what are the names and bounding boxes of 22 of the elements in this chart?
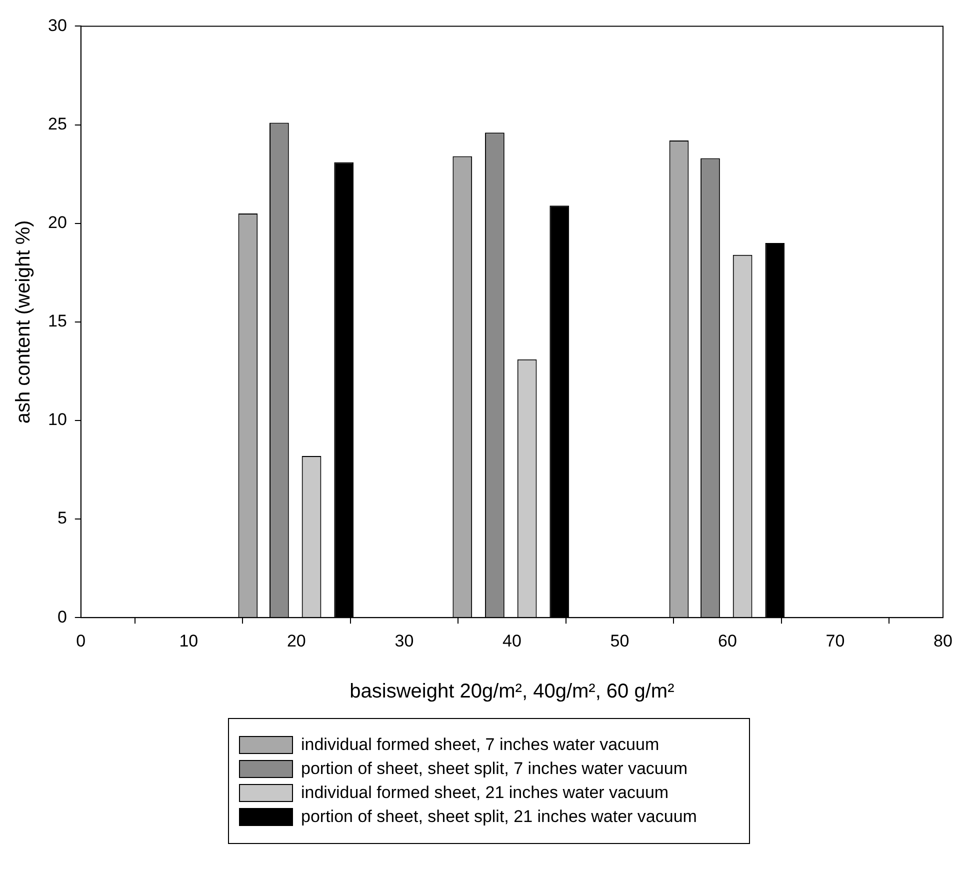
x-tick-label: 70 xyxy=(826,631,845,650)
x-tick-label: 0 xyxy=(76,631,86,650)
y-axis-title: ash content (weight %) xyxy=(12,220,35,424)
y-tick-label: 10 xyxy=(48,410,67,430)
y-tick-label: 15 xyxy=(48,312,67,331)
legend-label: portion of sheet, sheet split, 21 inches water vacuum xyxy=(301,807,697,827)
y-tick-label: 5 xyxy=(57,508,67,528)
x-tick-label: 40 xyxy=(502,631,522,650)
y-tick-label: 20 xyxy=(48,213,67,232)
y-tick-label: 0 xyxy=(57,607,67,626)
x-tick-label: 10 xyxy=(179,631,198,650)
legend-label: individual formed sheet, 7 inches water vacuum xyxy=(301,735,660,755)
y-tick-label: 25 xyxy=(48,114,67,134)
x-tick-label: 80 xyxy=(934,631,952,650)
x-tick-label: 60 xyxy=(718,631,737,650)
x-axis-title: basisweight 20g/m², 40g/m², 60 g/m² xyxy=(350,680,675,703)
legend-label: individual formed sheet, 21 inches water vacuum xyxy=(301,783,669,803)
x-tick-label: 30 xyxy=(394,631,414,650)
legend-label: portion of sheet, sheet split, 7 inches water vacuum xyxy=(301,759,688,779)
y-tick-label: 30 xyxy=(48,16,67,35)
x-tick-label: 20 xyxy=(286,631,306,650)
x-tick-label: 50 xyxy=(610,631,630,650)
